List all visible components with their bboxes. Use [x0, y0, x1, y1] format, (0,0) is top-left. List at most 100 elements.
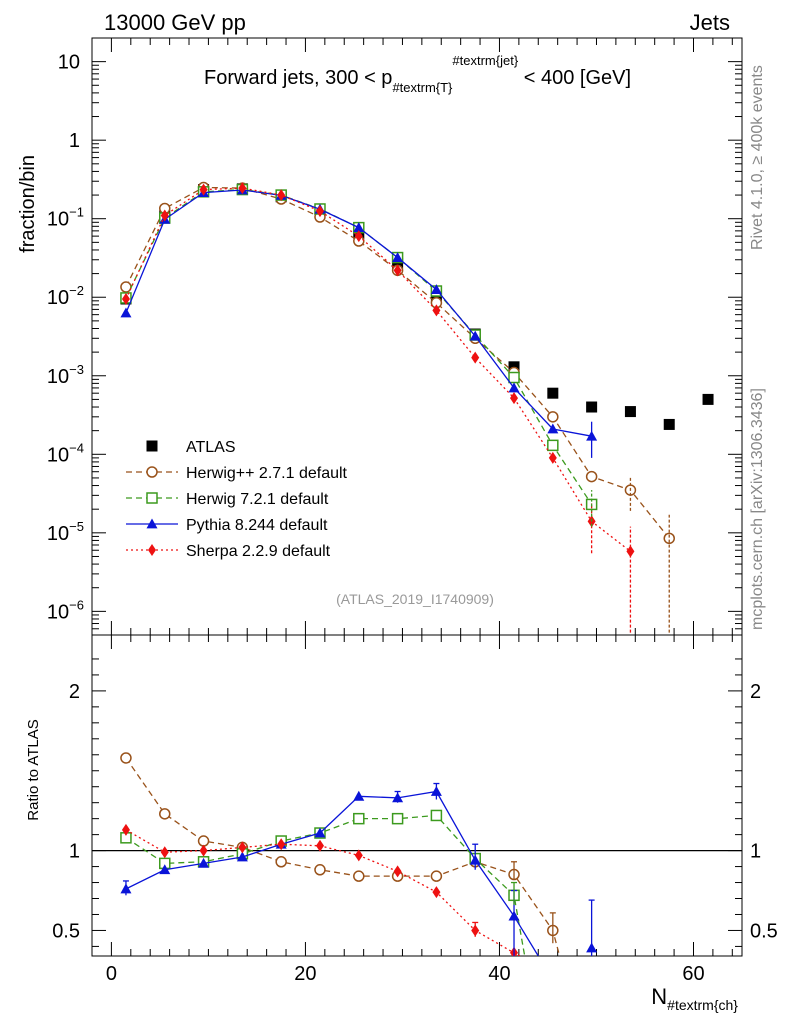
legend-entry: Pythia 8.244 default	[126, 517, 328, 534]
data-point	[508, 371, 520, 384]
data-point	[392, 252, 404, 262]
ratio-point	[391, 812, 404, 825]
ratio-point	[236, 851, 248, 862]
series-sherpa-2-2-9-default	[121, 182, 635, 558]
legend-marker	[146, 518, 158, 529]
data-point	[585, 470, 598, 483]
ratio-point	[353, 870, 365, 882]
data-point	[469, 330, 481, 341]
legend-marker	[146, 492, 158, 504]
ratio-y-tick-label: 1	[69, 841, 80, 863]
ratio-y-tick-label-right: 2	[750, 681, 761, 703]
data-point	[471, 351, 480, 364]
ratio-series	[120, 752, 598, 956]
series-herwig-2-7-1-default	[120, 181, 675, 545]
series-line	[125, 186, 670, 539]
data-point	[432, 304, 441, 317]
legend-marker	[146, 440, 158, 452]
data-point	[702, 393, 714, 405]
header-left: 13000 GeV pp	[104, 10, 246, 35]
ratio-y-tick-label: 2	[69, 681, 80, 703]
ratio-series-sherpa-2-2-9-default	[121, 823, 521, 956]
data-point	[663, 532, 675, 545]
series-atlas	[120, 183, 714, 430]
legend-marker	[148, 544, 156, 556]
y-tick-label: 10−1	[47, 205, 84, 231]
mcplots-label: mcplots.cern.ch [arXiv:1306.3436]	[749, 388, 766, 630]
main-ylabel: fraction/bin	[17, 155, 39, 253]
title-tail: < 400 [GeV]	[518, 67, 631, 89]
data-point	[121, 292, 130, 305]
legend-entry: Herwig 7.2.1 default	[126, 491, 329, 508]
ratio-y-tick-label: 0.5	[52, 920, 80, 942]
ratio-line	[125, 829, 521, 956]
ratio-point	[432, 886, 441, 899]
ratio-point	[586, 942, 598, 953]
legend-marker	[146, 466, 158, 478]
legend-label: Sherpa 2.2.9 default	[186, 543, 331, 560]
main-series	[120, 181, 714, 635]
ratio-frame	[91, 634, 743, 957]
ratio-point	[159, 864, 171, 875]
series-line	[125, 187, 631, 552]
data-point	[508, 382, 520, 393]
y-tick-label: 1	[69, 130, 80, 152]
ratio-point	[354, 849, 363, 862]
data-point	[547, 387, 559, 399]
ratio-point	[314, 827, 326, 838]
x-tick-label: 60	[682, 963, 704, 985]
ratio-point	[275, 856, 287, 868]
ratio-point	[315, 839, 324, 852]
analysis-watermark: (ATLAS_2019_I1740909)	[336, 591, 494, 607]
xlabel-subscript: #textrm{ch}	[667, 997, 738, 1013]
ratio-point	[121, 823, 130, 836]
ratio-y-tick-label-right: 0.5	[750, 920, 778, 942]
legend-entry: ATLAS	[146, 439, 236, 456]
data-point	[547, 423, 559, 434]
data-point	[354, 230, 363, 243]
data-point	[199, 183, 208, 196]
x-axis-label: N#textrm{ch}	[651, 984, 738, 1013]
ratio-point	[238, 841, 247, 854]
x-tick-label: 0	[106, 963, 117, 985]
ratio-point	[353, 790, 365, 801]
data-point	[624, 406, 636, 418]
x-tick-label: 40	[488, 963, 510, 985]
data-point	[392, 257, 404, 269]
ratio-series-herwig-7-2-1-default	[120, 809, 526, 956]
y-tick-label: 10	[58, 52, 80, 74]
series-pythia-8-244-default	[120, 184, 598, 441]
title-superscript: #textrm{jet}	[452, 53, 518, 68]
ratio-ylabel: Ratio to ATLAS	[25, 719, 42, 820]
data-point	[548, 451, 557, 464]
ratio-point	[160, 846, 169, 859]
ratio-point	[199, 844, 208, 857]
ratio-line	[125, 790, 539, 956]
ratio-point	[120, 752, 132, 764]
ratio-point	[159, 808, 171, 820]
ratio-y-tick-label-right: 1	[750, 841, 761, 863]
legend-entry: Herwig++ 2.7.1 default	[126, 465, 348, 482]
data-point	[547, 411, 559, 423]
y-tick-label: 10−6	[47, 597, 84, 623]
chart-title: Forward jets, 300 < p#textrm{T} #textrm{j…	[204, 53, 631, 95]
xlabel-main: N	[651, 984, 667, 1009]
data-point	[160, 209, 169, 222]
ratio-point	[430, 870, 443, 882]
data-point	[120, 307, 132, 318]
y-tick-label: 10−5	[47, 519, 84, 545]
title-main: Forward jets, 300 < p	[204, 67, 392, 89]
title-subscript: #textrm{T}	[392, 80, 453, 95]
ratio-line	[125, 814, 526, 956]
ratio-point	[314, 864, 326, 876]
legend-label: Herwig++ 2.7.1 default	[186, 465, 348, 482]
header-right: Jets	[690, 10, 730, 35]
ratio-point	[197, 835, 210, 847]
y-tick-label: 10−3	[47, 362, 84, 388]
legend-label: Pythia 8.244 default	[186, 517, 328, 534]
x-tick-label: 20	[294, 963, 316, 985]
data-point	[238, 182, 247, 195]
data-point	[353, 222, 365, 233]
legend: ATLAS Herwig++ 2.7.1 default Herwig 7.2.1 …	[126, 439, 348, 560]
